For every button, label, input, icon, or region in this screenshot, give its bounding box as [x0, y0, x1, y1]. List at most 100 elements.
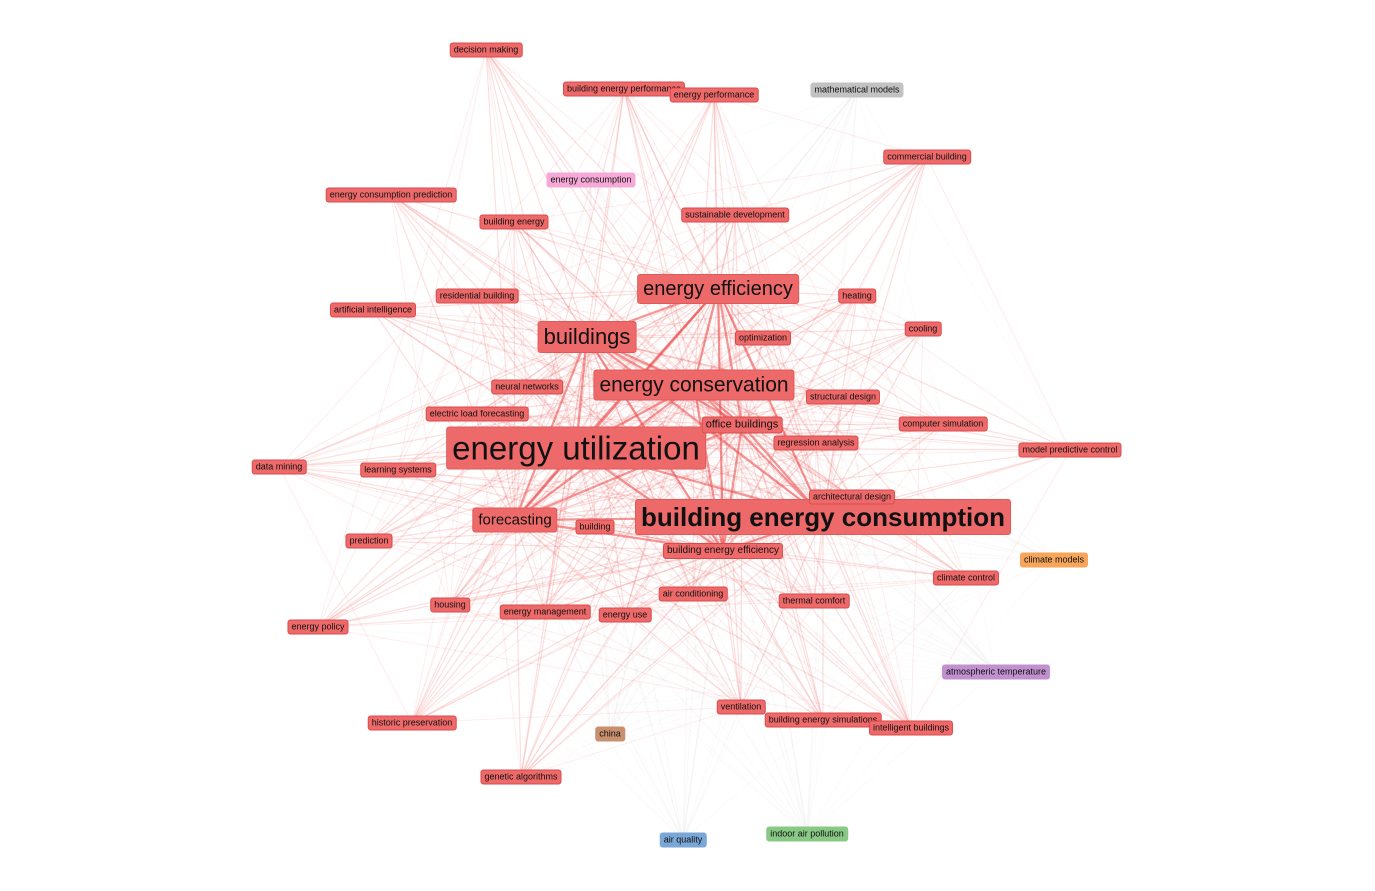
keyword-node-building-energy-efficiency[interactable]: building energy efficiency [662, 543, 784, 559]
link-cb-ht [856, 156, 928, 297]
link-ve-hp [411, 706, 742, 724]
link-rb-op [476, 295, 764, 339]
keyword-node-sustainable-development[interactable]: sustainable development [681, 207, 789, 223]
link-ob-hp [411, 424, 743, 724]
keyword-node-energy-consumption-prediction[interactable]: energy consumption prediction [325, 187, 457, 203]
link-bec-co [822, 328, 924, 518]
keyword-node-china[interactable]: china [595, 726, 625, 742]
link-mm-be [513, 89, 858, 223]
keyword-node-air-quality[interactable]: air quality [659, 832, 707, 848]
link-em-iap [544, 611, 808, 835]
keyword-node-air-conditioning[interactable]: air conditioning [658, 586, 728, 602]
keyword-node-office-buildings[interactable]: office buildings [701, 416, 783, 434]
keyword-node-energy-utilization[interactable]: energy utilization [446, 426, 706, 470]
link-fc-ga [514, 519, 522, 778]
keyword-node-learning-systems[interactable]: learning systems [360, 462, 436, 478]
link-ai-cs [372, 309, 944, 425]
link-bg-aq [594, 526, 684, 841]
keyword-node-neural-networks[interactable]: neural networks [491, 379, 563, 395]
keyword-node-structural-design[interactable]: structural design [805, 389, 881, 405]
keyword-node-heating[interactable]: heating [838, 288, 876, 304]
link-bee-hp [411, 550, 724, 724]
keyword-node-buildings[interactable]: buildings [537, 321, 637, 353]
keyword-node-energy-conservation[interactable]: energy conservation [593, 369, 795, 401]
keyword-node-indoor-air-pollution[interactable]: indoor air pollution [766, 826, 848, 842]
link-ra-ad [815, 442, 853, 498]
keyword-node-commercial-building[interactable]: commercial building [883, 149, 971, 165]
keyword-node-energy-policy[interactable]: energy policy [287, 619, 349, 635]
keyword-node-computer-simulation[interactable]: computer simulation [898, 416, 988, 432]
keyword-node-genetic-algorithms[interactable]: genetic algorithms [480, 769, 562, 785]
keyword-node-thermal-comfort[interactable]: thermal comfort [778, 593, 850, 609]
link-ee-dm [485, 49, 719, 290]
keyword-node-artificial-intelligence[interactable]: artificial intelligence [329, 302, 417, 318]
link-ec-em [544, 384, 695, 613]
keyword-node-energy-management[interactable]: energy management [499, 604, 591, 620]
keyword-node-historic-preservation[interactable]: historic preservation [367, 715, 457, 731]
link-fc-be [513, 221, 516, 521]
link-bld-dm [485, 49, 588, 338]
link-ec-ecp [390, 194, 695, 386]
keyword-node-building-energy-simulations[interactable]: building energy simulations [764, 712, 882, 728]
link-eu-ecn [575, 179, 592, 449]
link-ai-aq [372, 309, 684, 841]
keyword-node-optimization[interactable]: optimization [734, 330, 792, 346]
link-dm-at [485, 49, 997, 673]
link-cs-ve [740, 423, 944, 708]
link-ee-ecn [590, 179, 719, 290]
link-ecp-bg [390, 194, 596, 528]
keyword-node-building-energy-performance[interactable]: building energy performance [562, 81, 686, 97]
link-ob-co [741, 328, 924, 426]
link-bld-dmi [278, 336, 588, 468]
link-ob-ga [520, 424, 743, 778]
keyword-node-prediction[interactable]: prediction [345, 533, 393, 549]
link-cm-iap [806, 559, 1055, 835]
link-ec-bec [693, 384, 824, 518]
link-be-ls [397, 221, 515, 471]
link-fc-hp [411, 519, 516, 724]
link-ls-hs [397, 469, 451, 606]
link-pr-at [368, 540, 997, 673]
link-cs-ga [520, 423, 944, 778]
keyword-node-electric-load-forecasting[interactable]: electric load forecasting [425, 406, 529, 422]
link-ve-ga [520, 706, 742, 778]
keyword-node-building-energy-consumption[interactable]: building energy consumption [635, 499, 1011, 535]
keyword-node-atmospheric-temperature[interactable]: atmospheric temperature [941, 664, 1051, 680]
keyword-node-cooling[interactable]: cooling [904, 321, 942, 337]
keyword-node-regression-analysis[interactable]: regression analysis [773, 435, 859, 451]
link-bep-sd [623, 88, 736, 216]
link-fc-aq [514, 519, 684, 841]
link-ac-ga [520, 593, 694, 778]
link-dmi-hp [278, 466, 413, 724]
keyword-node-mathematical-models[interactable]: mathematical models [810, 82, 904, 98]
link-ob-ai [372, 309, 743, 426]
keyword-node-forecasting[interactable]: forecasting [472, 507, 558, 533]
keyword-node-intelligent-buildings[interactable]: intelligent buildings [868, 720, 954, 736]
link-ee-dmi [278, 288, 719, 468]
link-ep-cc [713, 94, 967, 579]
link-mm-ch [609, 89, 858, 735]
link-ee-pr [368, 288, 719, 542]
link-elf-iap [476, 413, 808, 835]
keyword-node-model-predictive-control[interactable]: model predictive control [1018, 442, 1122, 458]
link-ee-tc [717, 288, 815, 602]
keyword-node-decision-making[interactable]: decision making [449, 42, 523, 58]
keyword-node-building[interactable]: building [575, 519, 615, 535]
keyword-node-housing[interactable]: housing [430, 597, 470, 613]
keyword-node-architectural-design[interactable]: architectural design [808, 489, 896, 505]
keyword-node-energy-efficiency[interactable]: energy efficiency [637, 274, 799, 304]
link-ob-ee [716, 288, 744, 426]
link-bee-bes [722, 550, 824, 721]
keyword-node-energy-use[interactable]: energy use [598, 607, 652, 623]
keyword-node-energy-consumption[interactable]: energy consumption [546, 172, 636, 188]
keyword-node-climate-models[interactable]: climate models [1019, 552, 1089, 568]
link-bld-aq [586, 336, 684, 841]
keyword-node-residential-building[interactable]: residential building [435, 288, 519, 304]
keyword-node-data-mining[interactable]: data mining [251, 459, 307, 475]
keyword-node-energy-performance[interactable]: energy performance [669, 87, 759, 103]
keyword-node-ventilation[interactable]: ventilation [716, 699, 766, 715]
keyword-node-building-energy[interactable]: building energy [479, 214, 549, 230]
link-eu-ch [575, 447, 611, 735]
keyword-node-climate-control[interactable]: climate control [932, 570, 1000, 586]
link-bec-ecp [390, 194, 824, 518]
